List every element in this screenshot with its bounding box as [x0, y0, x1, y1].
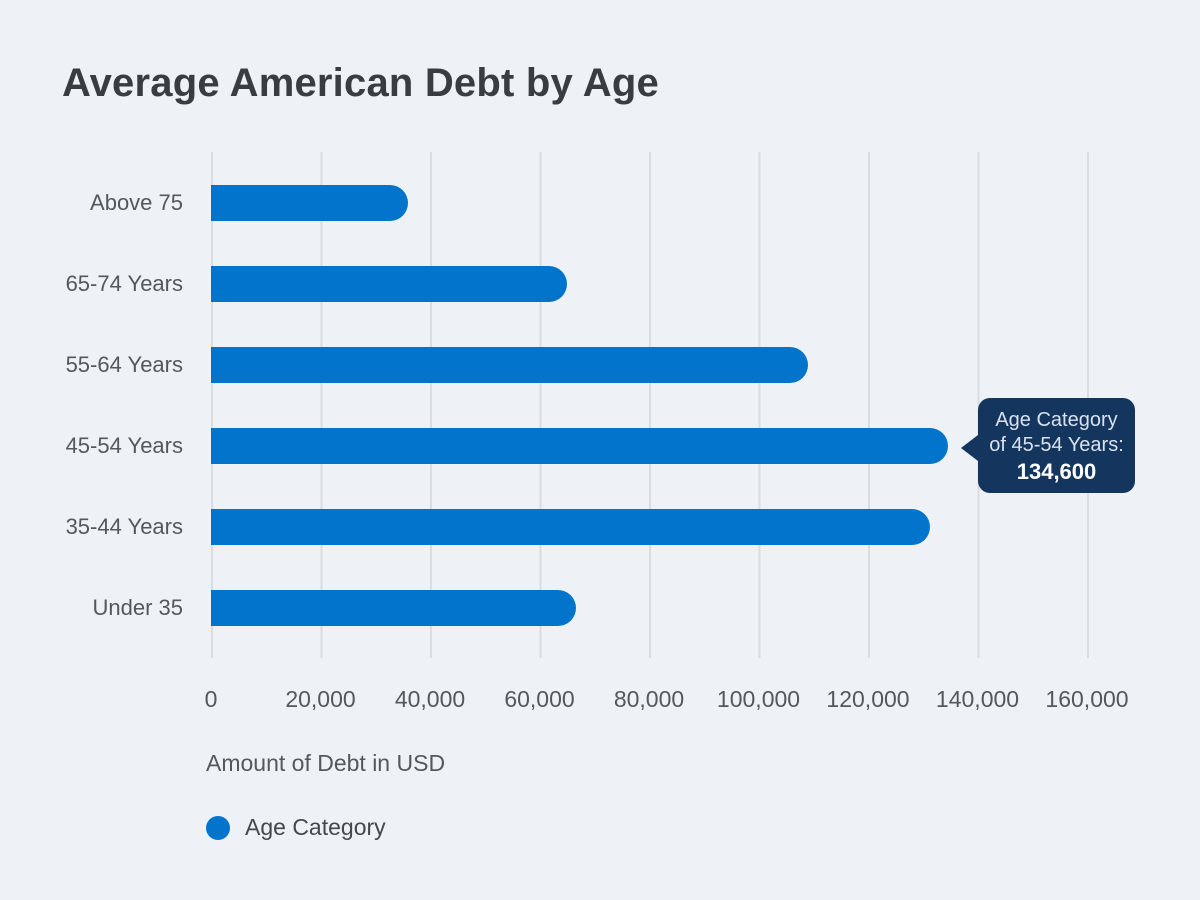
category-label: 45-54 Years	[65, 432, 183, 458]
legend-label: Age Category	[245, 814, 386, 840]
tooltip-line-2: of 45-54 Years:	[989, 434, 1124, 456]
x-tick-label: 80,000	[613, 686, 685, 712]
x-tick-label: 120,000	[826, 686, 910, 712]
category-label: Above 75	[90, 189, 183, 215]
chart-title: Average American Debt by Age	[62, 61, 659, 105]
x-tick-label: 160,000	[1045, 686, 1129, 712]
x-tick-label: 60,000	[504, 686, 575, 712]
bar-55-64-years[interactable]	[211, 346, 808, 383]
bar-65-74-years[interactable]	[211, 265, 567, 302]
bar-45-54-years[interactable]	[211, 427, 948, 464]
legend-item-age-category[interactable]: Age Category	[206, 814, 386, 841]
bar-above-75[interactable]	[211, 184, 409, 221]
category-label: Under 35	[92, 594, 183, 620]
bar-under-35[interactable]	[211, 589, 576, 626]
category-label: 65-74 Years	[65, 270, 183, 296]
x-tick-label: 0	[204, 686, 218, 712]
x-axis-label: Amount of Debt in USD	[206, 750, 446, 776]
plot-area	[211, 152, 1089, 658]
x-tick-label: 140,000	[935, 686, 1020, 712]
tooltip-arrow-icon	[961, 435, 978, 461]
category-label: 55-64 Years	[65, 351, 183, 377]
tooltip: Age Category of 45-54 Years: 134,600	[961, 398, 1135, 493]
bar-35-44-years[interactable]	[211, 508, 930, 545]
x-tick-label: 100,000	[716, 686, 801, 712]
tooltip-line-1: Age Category	[995, 409, 1118, 431]
tooltip-value: 134,600	[1016, 459, 1097, 484]
x-tick-label: 40,000	[394, 686, 466, 712]
category-label: 35-44 Years	[65, 513, 183, 539]
legend-swatch-circle-icon	[206, 815, 230, 840]
x-tick-label: 20,000	[285, 686, 356, 712]
